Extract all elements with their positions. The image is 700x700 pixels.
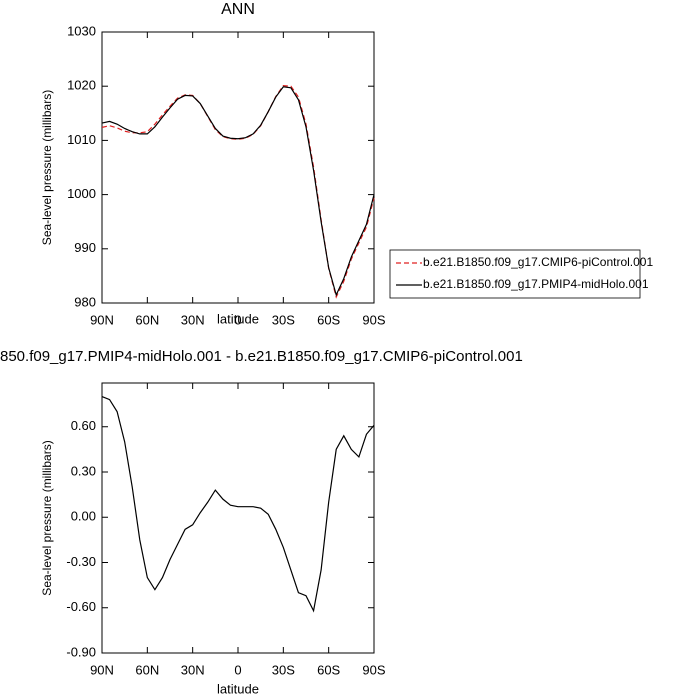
- data-line: [101, 396, 375, 613]
- x-tick-label: 90N: [90, 312, 114, 327]
- y-tick-label: -0.30: [66, 554, 96, 569]
- y-tick-label: 1030: [67, 23, 96, 38]
- x-tick-label: 0: [234, 312, 241, 327]
- data-line: [101, 86, 375, 297]
- x-tick-label: 30S: [272, 312, 295, 327]
- chart-title: 850.f09_g17.PMIP4-midHolo.001 - b.e21.B1…: [0, 348, 523, 365]
- x-tick-label: 30N: [181, 312, 205, 327]
- legend-label: b.e21.B1850.f09_g17.PMIP4-midHolo.001: [423, 277, 649, 291]
- x-tick-label: 60N: [135, 662, 159, 677]
- x-tick-label: 90S: [362, 312, 385, 327]
- y-tick-label: 0.00: [71, 509, 96, 524]
- legend-box: [389, 249, 641, 299]
- y-tick-label: 990: [74, 240, 96, 255]
- y-axis-label: Sea-level pressure (millibars): [40, 90, 54, 245]
- y-tick-label: 980: [74, 294, 96, 309]
- x-tick-label: 60S: [317, 312, 340, 327]
- data-line: [101, 85, 375, 299]
- x-tick-label: 30N: [181, 662, 205, 677]
- y-tick-label: 0.30: [71, 463, 96, 478]
- y-tick-label: 1000: [67, 186, 96, 201]
- x-tick-label: 30S: [272, 662, 295, 677]
- y-tick-label: -0.90: [66, 644, 96, 659]
- y-tick-label: -0.60: [66, 599, 96, 614]
- legend-label: b.e21.B1850.f09_g17.CMIP6-piControl.001: [423, 255, 653, 269]
- plot-frame: [101, 382, 375, 654]
- y-tick-label: 1010: [67, 132, 96, 147]
- x-tick-label: 90N: [90, 662, 114, 677]
- chart-title: ANN: [221, 1, 255, 18]
- x-tick-label: 60N: [135, 312, 159, 327]
- x-axis-label: latitude: [217, 681, 259, 696]
- y-tick-label: 0.60: [71, 418, 96, 433]
- x-tick-label: 90S: [362, 662, 385, 677]
- x-tick-label: 60S: [317, 662, 340, 677]
- y-axis-label: Sea-level pressure (millibars): [40, 440, 54, 595]
- x-axis-label: latitude: [217, 311, 259, 326]
- plot-frame: [101, 31, 375, 304]
- y-tick-label: 1020: [67, 78, 96, 93]
- x-tick-label: 0: [234, 662, 241, 677]
